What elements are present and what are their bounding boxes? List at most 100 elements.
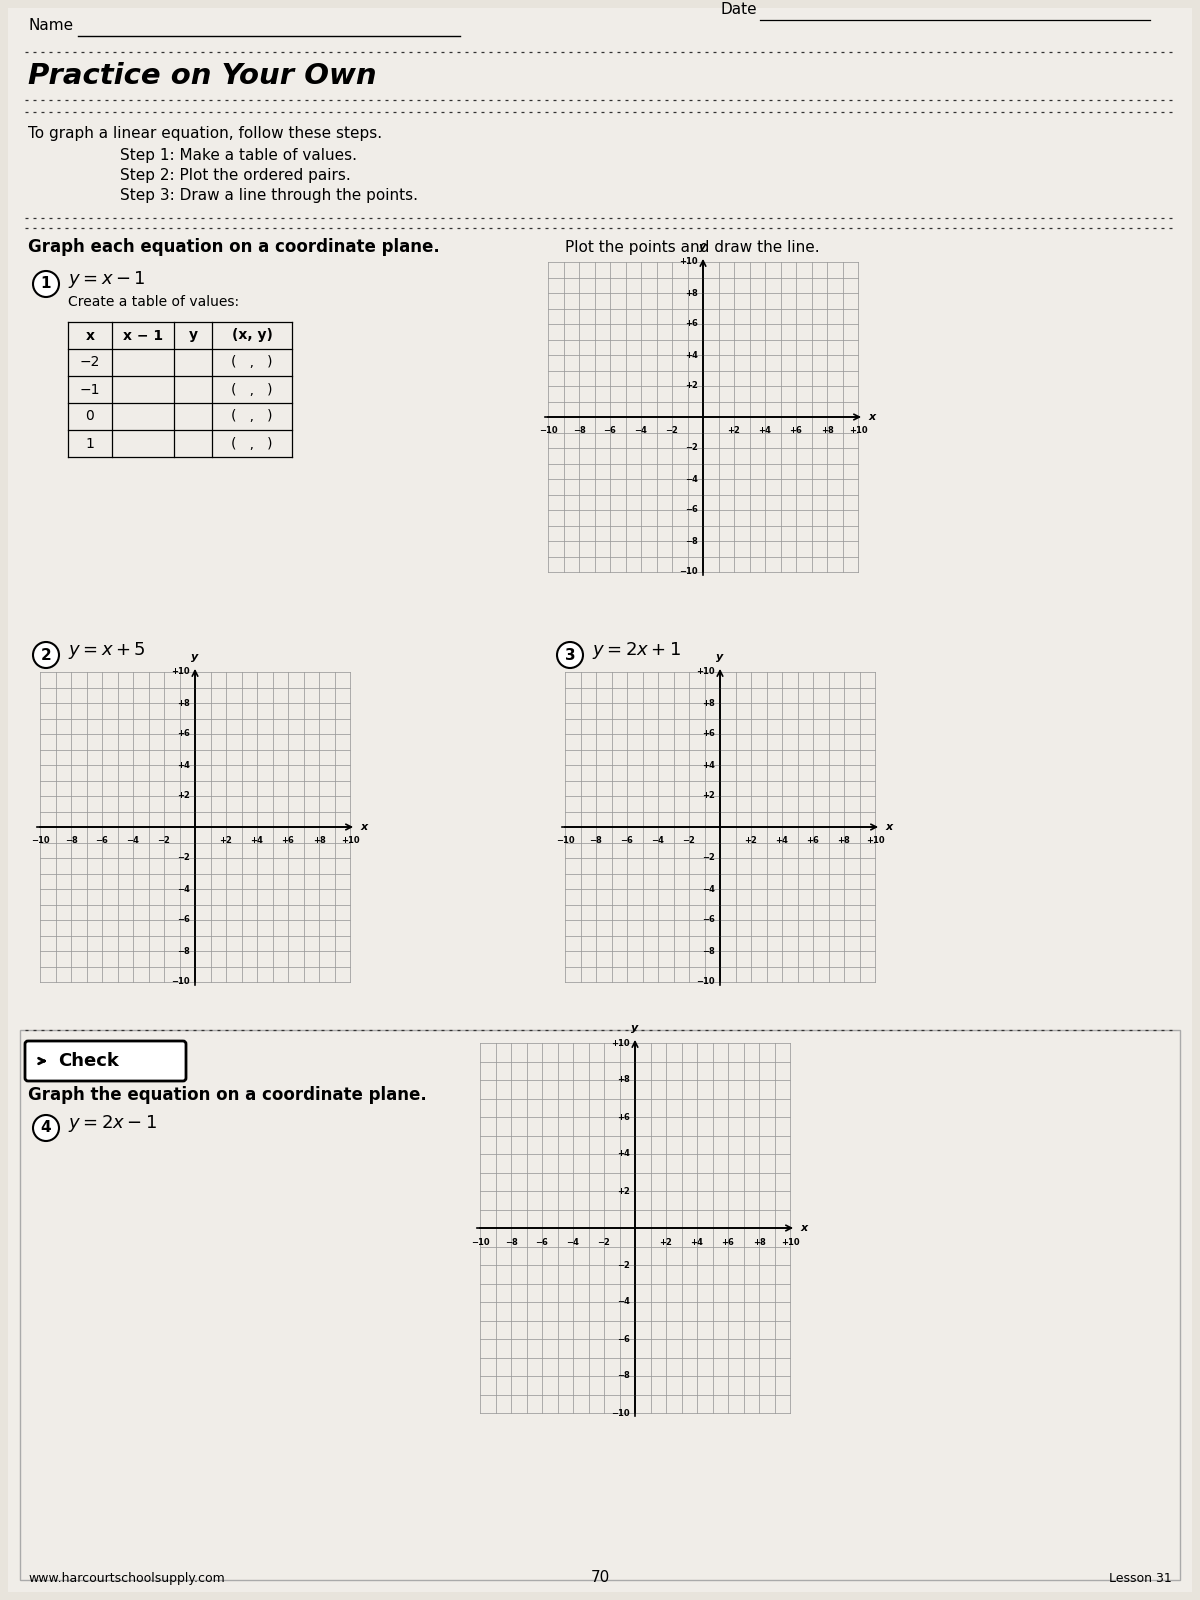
Text: +2: +2: [660, 1238, 672, 1246]
Text: +10: +10: [170, 667, 190, 677]
Text: y: y: [188, 328, 198, 342]
Text: −6: −6: [96, 835, 108, 845]
Text: +6: +6: [685, 320, 697, 328]
Text: +6: +6: [176, 730, 190, 739]
Text: (   ,   ): ( , ): [232, 355, 272, 370]
Bar: [20, 1030, 1180, 1581]
Text: +2: +2: [220, 835, 233, 845]
Text: −8: −8: [572, 426, 586, 435]
Text: 1: 1: [41, 277, 52, 291]
Text: −4: −4: [652, 835, 665, 845]
Text: −4: −4: [617, 1298, 630, 1307]
Text: +4: +4: [690, 1238, 703, 1246]
Text: +8: +8: [752, 1238, 766, 1246]
Text: −6: −6: [535, 1238, 548, 1246]
Text: Graph the equation on a coordinate plane.: Graph the equation on a coordinate plane…: [28, 1086, 427, 1104]
Text: +8: +8: [313, 835, 325, 845]
Text: +4: +4: [685, 350, 697, 360]
Text: Create a table of values:: Create a table of values:: [68, 294, 239, 309]
Text: +6: +6: [282, 835, 294, 845]
Text: −8: −8: [617, 1371, 630, 1381]
Text: x: x: [800, 1222, 808, 1234]
Text: +10: +10: [781, 1238, 799, 1246]
Text: −6: −6: [620, 835, 634, 845]
Text: Step 3: Draw a line through the points.: Step 3: Draw a line through the points.: [120, 187, 418, 203]
Text: +8: +8: [176, 699, 190, 707]
Text: 2: 2: [41, 648, 52, 662]
Text: x: x: [868, 411, 875, 422]
Text: Step 1: Make a table of values.: Step 1: Make a table of values.: [120, 149, 358, 163]
Text: −1: −1: [79, 382, 101, 397]
Text: −10: −10: [539, 426, 557, 435]
Text: −6: −6: [702, 915, 714, 925]
Text: −10: −10: [696, 978, 714, 987]
Text: −10: −10: [611, 1408, 630, 1418]
Circle shape: [34, 270, 59, 298]
Circle shape: [34, 642, 59, 669]
Text: +10: +10: [679, 258, 697, 267]
Text: Practice on Your Own: Practice on Your Own: [28, 62, 377, 90]
Text: −2: −2: [683, 835, 696, 845]
Text: Lesson 31: Lesson 31: [1109, 1571, 1172, 1586]
Text: +4: +4: [176, 760, 190, 770]
Text: +2: +2: [702, 792, 714, 800]
Text: (   ,   ): ( , ): [232, 410, 272, 424]
Text: +4: +4: [702, 760, 714, 770]
Text: −6: −6: [176, 915, 190, 925]
Text: +8: +8: [702, 699, 714, 707]
Text: −2: −2: [80, 355, 100, 370]
Text: +6: +6: [721, 1238, 734, 1246]
Text: 1: 1: [85, 437, 95, 451]
Text: $y = x - 1$: $y = x - 1$: [68, 269, 145, 290]
Text: −10: −10: [556, 835, 575, 845]
Text: +8: +8: [838, 835, 851, 845]
Text: Date: Date: [720, 2, 757, 18]
Text: +8: +8: [821, 426, 833, 435]
Text: +10: +10: [611, 1038, 630, 1048]
Text: x − 1: x − 1: [122, 328, 163, 342]
Text: y: y: [700, 242, 707, 251]
Text: +2: +2: [617, 1187, 630, 1195]
Text: +8: +8: [685, 288, 697, 298]
Text: −8: −8: [702, 947, 714, 955]
Text: +2: +2: [176, 792, 190, 800]
Text: −4: −4: [635, 426, 648, 435]
Text: −2: −2: [702, 853, 714, 862]
Text: −2: −2: [176, 853, 190, 862]
Text: y: y: [716, 653, 724, 662]
Text: +6: +6: [806, 835, 820, 845]
Text: (   ,   ): ( , ): [232, 382, 272, 397]
Text: −2: −2: [598, 1238, 611, 1246]
Text: 4: 4: [41, 1120, 52, 1136]
Text: +4: +4: [251, 835, 264, 845]
Text: −10: −10: [31, 835, 49, 845]
Text: −2: −2: [617, 1261, 630, 1269]
Text: −10: −10: [170, 978, 190, 987]
Text: +10: +10: [848, 426, 868, 435]
Text: $y = x + 5$: $y = x + 5$: [68, 640, 146, 661]
Text: y: y: [191, 653, 199, 662]
Text: +6: +6: [790, 426, 803, 435]
Text: y: y: [631, 1022, 638, 1034]
Text: To graph a linear equation, follow these steps.: To graph a linear equation, follow these…: [28, 126, 382, 141]
Text: Step 2: Plot the ordered pairs.: Step 2: Plot the ordered pairs.: [120, 168, 350, 182]
Text: 3: 3: [565, 648, 575, 662]
Text: −2: −2: [666, 426, 678, 435]
Text: $y = 2x - 1$: $y = 2x - 1$: [68, 1114, 157, 1134]
Text: −4: −4: [176, 885, 190, 893]
Text: −10: −10: [679, 568, 697, 576]
Text: −8: −8: [685, 536, 697, 546]
Text: −2: −2: [685, 443, 697, 453]
Text: −4: −4: [126, 835, 139, 845]
Text: +6: +6: [617, 1112, 630, 1122]
Text: +10: +10: [865, 835, 884, 845]
Text: 0: 0: [85, 410, 95, 424]
Text: +2: +2: [685, 381, 697, 390]
Text: +4: +4: [617, 1149, 630, 1158]
Text: x: x: [886, 822, 892, 832]
Text: x: x: [85, 328, 95, 342]
Text: +8: +8: [617, 1075, 630, 1085]
Text: +2: +2: [744, 835, 757, 845]
Text: +2: +2: [727, 426, 740, 435]
Text: +10: +10: [341, 835, 359, 845]
